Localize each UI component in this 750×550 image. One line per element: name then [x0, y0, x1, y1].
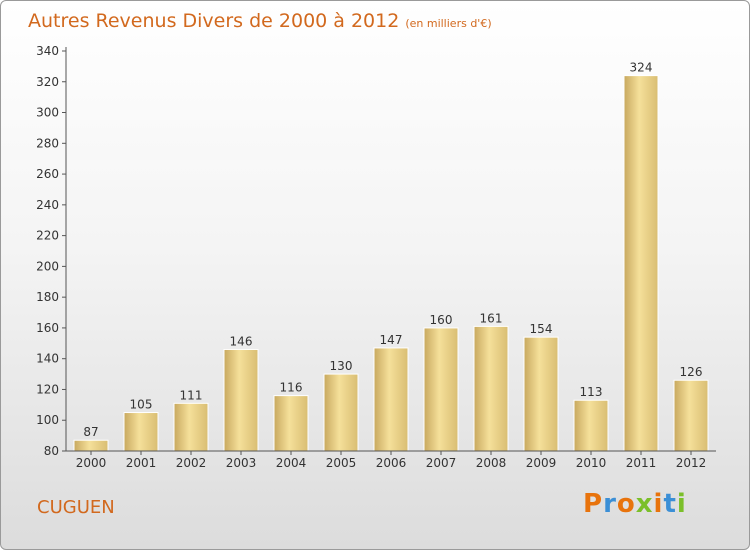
data-label-2003: 146: [230, 334, 253, 348]
y-tick-label: 80: [44, 444, 59, 458]
y-tick-label: 240: [36, 198, 59, 212]
data-label-2005: 130: [330, 359, 353, 373]
data-label-2001: 105: [130, 398, 153, 412]
bar-group: 105: [123, 398, 159, 452]
x-tick-label-2012: 2012: [676, 456, 707, 470]
y-tick-label: 200: [36, 259, 59, 273]
logo-letter: x: [635, 489, 654, 519]
x-tick-label-2003: 2003: [226, 456, 257, 470]
data-label-2011: 324: [630, 61, 653, 75]
y-tick-label: 140: [36, 352, 59, 366]
bar-2010: [573, 399, 609, 452]
bar-group: 161: [473, 311, 509, 452]
data-label-2009: 154: [530, 322, 553, 336]
x-tick-label-2011: 2011: [626, 456, 657, 470]
bar-2008: [473, 325, 509, 452]
bar-2006: [373, 347, 409, 452]
x-tick-label-2001: 2001: [126, 456, 157, 470]
bar-2009: [523, 336, 559, 452]
x-tick-label-2006: 2006: [376, 456, 407, 470]
x-tick-label-2000: 2000: [76, 456, 107, 470]
bar-2001: [123, 412, 159, 452]
y-tick-label: 180: [36, 290, 59, 304]
data-label-2006: 147: [380, 333, 403, 347]
chart-unit-label: (en milliers d'€): [405, 17, 492, 30]
y-axis: 80 100 120 140 160 180 200 220 240 260 280 300 320 34…: [36, 44, 67, 458]
chart-title-text: Autres Revenus Divers de 2000 à 2012: [28, 10, 400, 32]
logo-letter: i: [676, 489, 687, 519]
x-tick-label-2009: 2009: [526, 456, 557, 470]
bars: 87 105 111 146 116 130 147 160 161 154 113 324 126: [73, 61, 709, 452]
proxiti-logo: Proxiti: [583, 489, 687, 519]
bar-group: 160: [423, 313, 459, 452]
x-tick-label-2007: 2007: [426, 456, 457, 470]
bar-2003: [223, 348, 259, 452]
data-label-2010: 113: [580, 385, 603, 399]
y-tick-label: 320: [36, 75, 59, 89]
bar-group: 324: [623, 61, 659, 452]
logo-letter: t: [663, 489, 677, 519]
bar-group: 116: [273, 381, 309, 452]
y-tick-label: 300: [36, 106, 59, 120]
x-tick-label-2005: 2005: [326, 456, 357, 470]
bar-2004: [273, 395, 309, 452]
logo-letter: r: [603, 489, 617, 519]
bar-group: 126: [673, 365, 709, 452]
logo-letter: i: [653, 489, 664, 519]
bar-group: 146: [223, 334, 259, 452]
x-tick-label-2008: 2008: [476, 456, 507, 470]
commune-name: CUGUEN: [37, 497, 115, 518]
bar-group: 87: [73, 425, 109, 452]
data-label-2007: 160: [430, 313, 453, 327]
y-tick-label: 100: [36, 413, 59, 427]
data-label-2000: 87: [83, 425, 98, 439]
bar-group: 147: [373, 333, 409, 452]
data-label-2012: 126: [680, 365, 703, 379]
bar-2000: [73, 439, 109, 452]
bar-2002: [173, 402, 209, 452]
chart-title: Autres Revenus Divers de 2000 à 2012 (en …: [28, 10, 492, 32]
y-tick-label: 160: [36, 321, 59, 335]
data-label-2004: 116: [280, 381, 303, 395]
bar-group: 130: [323, 359, 359, 452]
y-tick-label: 120: [36, 382, 59, 396]
x-tick-label-2004: 2004: [276, 456, 307, 470]
bar-group: 154: [523, 322, 559, 452]
x-tick-label-2010: 2010: [576, 456, 607, 470]
y-tick-label: 260: [36, 167, 59, 181]
y-tick-label: 340: [36, 44, 59, 58]
data-label-2002: 111: [180, 388, 203, 402]
bar-2012: [673, 379, 709, 452]
y-tick-label: 220: [36, 229, 59, 243]
bar-2011: [623, 75, 659, 452]
x-tick-label-2002: 2002: [176, 456, 207, 470]
y-tick-label: 280: [36, 136, 59, 150]
logo-letter: P: [583, 489, 604, 519]
x-axis: 2000 2001 2002 2003 2004 2005 2006 2007 2008 2009…: [66, 450, 716, 470]
logo-letter: o: [616, 489, 636, 519]
bar-2005: [323, 373, 359, 452]
data-label-2008: 161: [480, 311, 503, 325]
bar-group: 113: [573, 385, 609, 452]
bar-group: 111: [173, 388, 209, 452]
bar-2007: [423, 327, 459, 452]
